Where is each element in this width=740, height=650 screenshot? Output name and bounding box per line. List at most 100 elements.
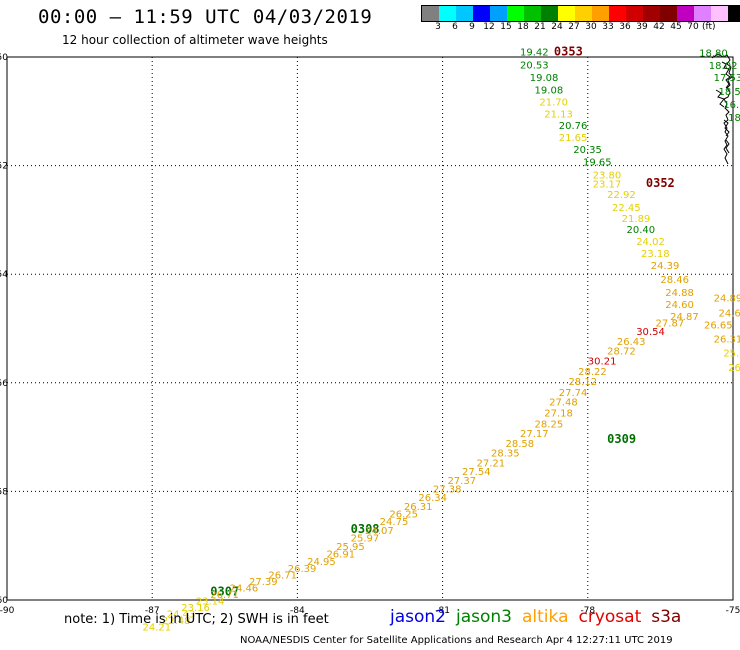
- color-swatch: [694, 6, 711, 21]
- wave-height-value: 26.31: [714, 335, 740, 346]
- wave-height-value: 28.25: [535, 419, 564, 430]
- color-scale-unit: (ft): [702, 22, 716, 32]
- wave-height-value: 26.34: [418, 493, 447, 504]
- wave-height-value: 23.18: [641, 249, 670, 260]
- wave-height-value: 30.21: [588, 356, 617, 367]
- wave-height-value: 30.54: [636, 327, 665, 338]
- color-scale-label: 70: [687, 22, 699, 32]
- wave-height-value: 23.80: [593, 171, 622, 182]
- lon-tick-label: -78: [580, 606, 595, 616]
- wave-height-value: 26.31: [404, 502, 433, 513]
- pass-time-labels: 0353 0352 0309 0308 0307: [210, 44, 675, 598]
- lon-tick-label: -75: [726, 606, 740, 616]
- wave-height-value: 24.21: [143, 622, 172, 633]
- wave-height-value: 28.72: [607, 347, 636, 358]
- color-swatch: [660, 6, 677, 21]
- wave-height-value: 19.65: [583, 158, 612, 169]
- color-swatch: [456, 6, 473, 21]
- color-scale-label: 18: [517, 22, 529, 32]
- wave-height-value: 28.46: [660, 275, 689, 286]
- lat-tick-label: -60: [0, 596, 8, 606]
- wave-height-value: 28.35: [491, 449, 520, 460]
- lat-tick-label: -58: [0, 487, 8, 497]
- color-scale-label: 9: [469, 22, 475, 32]
- page-subtitle: 12 hour collection of altimeter wave hei…: [62, 33, 328, 47]
- satellite-legend-jason3: jason3: [456, 607, 512, 627]
- wave-height-value: 24.43: [167, 609, 196, 620]
- wave-height-value: 20.76: [559, 121, 588, 132]
- wave-height-value: 28.12: [568, 377, 597, 388]
- color-swatch: [490, 6, 507, 21]
- wave-height-value: 26.65: [704, 321, 733, 332]
- pass-time-label: 0309: [607, 432, 636, 446]
- color-swatch: [728, 6, 740, 21]
- wave-height-value: 25.95: [336, 542, 365, 553]
- wave-height-value: 23.14: [196, 596, 225, 607]
- color-swatch: [643, 6, 660, 21]
- wave-height-value: 20.40: [627, 225, 656, 236]
- axis-tick-labels: -90 -87 -84 -81 -78 -75 -50 -52 -54 -56 -58 -60: [0, 53, 740, 616]
- color-scale-label: 27: [568, 22, 580, 32]
- wave-height-value: 27.54: [462, 467, 491, 478]
- lat-tick-label: -54: [0, 270, 8, 280]
- wave-height-value: 16.69: [723, 100, 740, 111]
- pass-time-label: 0308: [351, 522, 380, 536]
- satellite-legend-cryosat: cryosat: [578, 607, 642, 627]
- color-swatch: [473, 6, 490, 21]
- wave-height-value: 27.18: [544, 408, 573, 419]
- lon-tick-label: -90: [0, 606, 15, 616]
- lat-tick-label: -56: [0, 379, 8, 389]
- color-scale-label: 6: [452, 22, 458, 32]
- wave-height-value: 22.48: [162, 616, 191, 627]
- wave-height-value: 27.37: [447, 476, 476, 487]
- wave-height-value: 27.87: [656, 318, 685, 329]
- color-scale-label: 12: [483, 22, 495, 32]
- wave-height-value: 24.02: [636, 237, 665, 248]
- wave-height-value: 18.80: [699, 48, 728, 59]
- color-swatch: [439, 6, 456, 21]
- wave-height-value: 19.42: [520, 47, 549, 58]
- color-scale-label: 33: [602, 22, 614, 32]
- wave-height-value: 22.45: [612, 203, 641, 214]
- wave-height-value: 24.89: [714, 293, 740, 304]
- color-swatch: [677, 6, 694, 21]
- color-scale-label: 3: [435, 22, 441, 32]
- wave-height-value: 24.39: [651, 261, 680, 272]
- wave-height-value: 24.07: [365, 526, 394, 537]
- wave-height-value: 23.16: [181, 603, 210, 614]
- wave-height-value: 26.39: [288, 564, 317, 575]
- wave-height-value: 28.58: [506, 439, 535, 450]
- lat-tick-label: -50: [0, 53, 8, 63]
- grid-lines: [7, 57, 733, 600]
- color-swatch: [575, 6, 592, 21]
- color-scale-label: 42: [653, 22, 665, 32]
- lat-tick-label: -52: [0, 162, 8, 172]
- satellite-legend: jason2 jason3 altika cryosat s3a: [390, 607, 681, 627]
- color-swatch: [507, 6, 524, 21]
- map-border: [6, 56, 734, 601]
- wave-height-value: 21.70: [539, 97, 568, 108]
- wave-height-value: 18.53: [718, 87, 740, 98]
- color-swatch: [541, 6, 558, 21]
- lon-tick-label: -81: [435, 606, 450, 616]
- wave-height-value: 20.35: [573, 145, 602, 156]
- wave-height-value: 21.65: [559, 133, 588, 144]
- satellite-legend-altika: altika: [522, 607, 569, 627]
- wave-height-value: 27.48: [549, 398, 578, 409]
- color-swatch: [626, 6, 643, 21]
- color-swatch: [609, 6, 626, 21]
- wave-height-value: 26.25: [389, 509, 418, 520]
- wave-height-value: 26.43: [617, 337, 646, 348]
- page-title: 00:00 – 11:59 UTC 04/03/2019: [38, 6, 373, 28]
- wave-height-value: 25.97: [351, 533, 380, 544]
- credit-line: NOAA/NESDIS Center for Satellite Applica…: [240, 635, 673, 646]
- wave-height-value: 18.02: [709, 61, 738, 72]
- color-scale-label: 30: [585, 22, 597, 32]
- color-scale-label: 45: [670, 22, 682, 32]
- footer-note: note: 1) Time is in UTC; 2) SWH is in fe…: [64, 612, 329, 627]
- wave-height-value: 27.38: [433, 484, 462, 495]
- wave-height-value: 26.71: [268, 570, 297, 581]
- color-swatch: [711, 6, 728, 21]
- wave-height-value: 23.17: [593, 179, 622, 190]
